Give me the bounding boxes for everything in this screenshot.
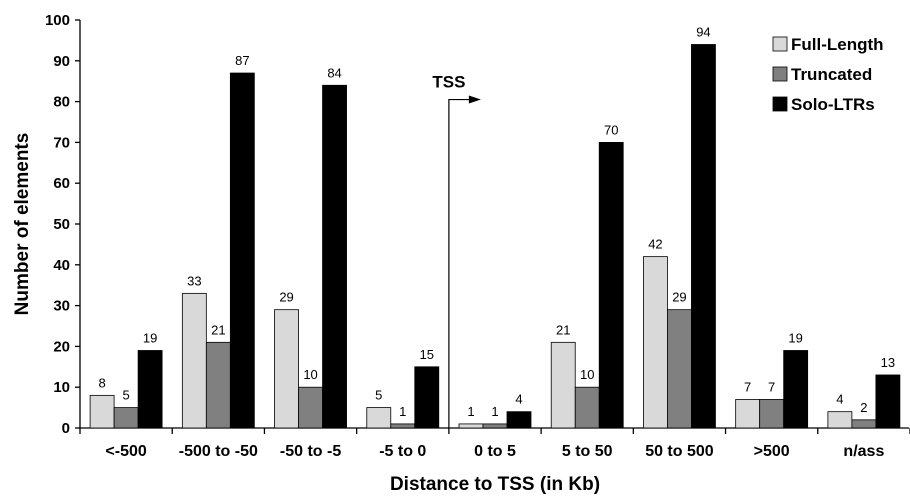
data-label: 84 [327, 65, 341, 80]
data-label: 87 [235, 53, 249, 68]
bar [89, 394, 115, 429]
bar [113, 407, 139, 429]
bar [783, 350, 809, 429]
bar [643, 256, 668, 429]
data-label: 4 [836, 392, 843, 407]
data-label: 10 [303, 367, 317, 382]
bar [137, 350, 163, 429]
x-tick-label: <-500 [105, 443, 146, 460]
x-tick-label: -500 to -50 [179, 443, 258, 460]
bar [229, 72, 255, 429]
bar [414, 366, 440, 429]
bar [691, 44, 716, 429]
x-axis-title: Distance to TSS (in Kb) [390, 474, 600, 495]
data-label: 5 [122, 388, 129, 403]
data-label: 21 [556, 322, 570, 337]
x-tick-label: -50 to -5 [280, 443, 341, 460]
data-label: 19 [788, 330, 802, 345]
x-tick-label: 0 to 5 [474, 443, 516, 460]
bar [851, 419, 877, 429]
bar [759, 399, 785, 429]
data-label: 8 [98, 375, 105, 390]
data-label: 1 [467, 404, 474, 419]
bar [298, 386, 323, 429]
y-tick-label: 90 [53, 53, 70, 70]
tss-arrow-head [468, 95, 481, 104]
data-label: 7 [768, 379, 775, 394]
tss-arrow-line [448, 98, 471, 428]
x-axis: <-500 -500 to -50 -50 to -5 -5 to 0 0 to 5 5 … [79, 427, 910, 460]
data-label: 19 [143, 330, 157, 345]
y-tick-label: 30 [53, 298, 70, 315]
bar [274, 309, 299, 429]
bar [506, 411, 532, 429]
bar [574, 386, 600, 429]
bar [482, 423, 508, 429]
y-tick-label: 10 [53, 379, 70, 396]
data-label: 70 [604, 122, 618, 137]
bar [390, 423, 416, 429]
data-label: 42 [648, 237, 662, 252]
data-label: 29 [672, 290, 686, 305]
x-tick-label: n/ass [843, 443, 884, 460]
bar [550, 341, 576, 429]
y-tick-label: 0 [62, 420, 70, 437]
y-tick-label: 60 [53, 175, 70, 192]
data-label: 4 [515, 392, 522, 407]
bar [735, 399, 761, 429]
data-label: 94 [696, 24, 710, 39]
tss-label: TSS [432, 73, 465, 92]
data-label: 7 [744, 379, 751, 394]
x-tick-label: -5 to 0 [379, 443, 426, 460]
y-tick-label: 20 [53, 338, 70, 355]
data-label: 5 [375, 388, 382, 403]
data-labels: 8 33 29 5 1 21 42 7 4 5 21 10 1 1 10 29 7 2 19 87 84 15 4 70 94 1… [98, 24, 895, 418]
y-tick-label: 80 [53, 94, 70, 111]
y-axis-title: Number of elements [12, 133, 33, 316]
data-label: 29 [279, 290, 293, 305]
legend-swatch [772, 66, 788, 82]
y-tick-label: 40 [53, 257, 70, 274]
legend-swatch [772, 96, 788, 112]
bar [875, 374, 901, 429]
tss-marker: TSS [432, 73, 481, 428]
bar [458, 423, 484, 429]
bar [667, 309, 692, 429]
x-tick-label: >500 [754, 443, 790, 460]
legend: Full-Length Truncated Solo-LTRs [765, 30, 905, 130]
bar [181, 292, 207, 429]
legend-label: Solo-LTRs [791, 95, 875, 114]
data-label: 1 [491, 404, 498, 419]
bars [89, 44, 901, 429]
y-tick-label: 50 [53, 216, 70, 233]
legend-swatch [772, 36, 788, 52]
x-tick-label: 50 to 500 [645, 443, 714, 460]
data-label: 21 [211, 322, 225, 337]
y-axis: 0 10 20 30 40 50 60 70 80 90 100 [45, 12, 81, 437]
y-tick-label: 70 [53, 134, 70, 151]
x-tick-label: 5 to 50 [562, 443, 613, 460]
data-label: 2 [860, 400, 867, 415]
data-label: 1 [399, 404, 406, 419]
bar [322, 84, 347, 429]
data-label: 10 [580, 367, 594, 382]
data-label: 13 [881, 355, 895, 370]
data-label: 33 [187, 273, 201, 288]
legend-box [765, 30, 905, 130]
bar [827, 411, 853, 429]
bar [598, 141, 624, 429]
bar [366, 407, 392, 429]
bar [205, 341, 231, 429]
legend-label: Truncated [791, 65, 872, 84]
y-tick-label: 100 [45, 12, 70, 29]
legend-label: Full-Length [791, 35, 884, 54]
data-label: 15 [420, 347, 434, 362]
